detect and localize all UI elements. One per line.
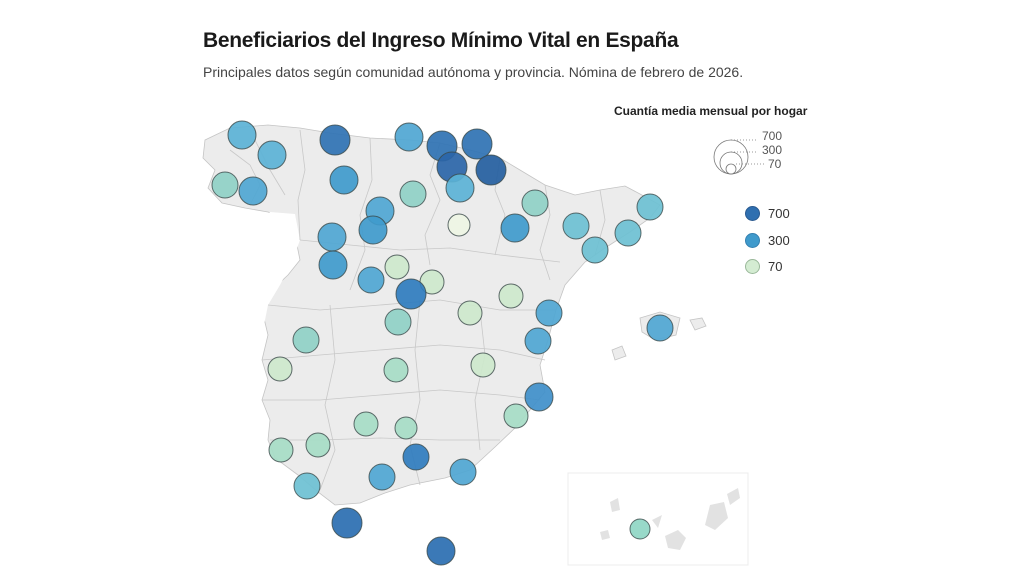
canary-islands-inset — [567, 472, 749, 566]
bubble[interactable] — [503, 403, 529, 429]
bubble[interactable] — [357, 266, 385, 294]
bubble[interactable] — [402, 443, 430, 471]
color-legend-label: 700 — [768, 206, 790, 221]
bubbles-layer — [211, 120, 674, 566]
color-legend-item-300: 300 — [745, 233, 790, 248]
page-subtitle: Principales datos según comunidad autóno… — [203, 64, 744, 80]
bubble[interactable] — [524, 382, 554, 412]
land-shapes — [202, 124, 707, 506]
bubble[interactable] — [331, 507, 363, 539]
bubble[interactable] — [447, 213, 471, 237]
bubble[interactable] — [614, 219, 642, 247]
legend-dot-icon — [745, 259, 760, 274]
size-legend-label-300: 300 — [762, 143, 783, 157]
bubble[interactable] — [457, 300, 483, 326]
bubble[interactable] — [211, 171, 239, 199]
bubble[interactable] — [257, 140, 287, 170]
page-title: Beneficiarios del Ingreso Mínimo Vital e… — [203, 29, 679, 52]
bubble[interactable] — [268, 437, 294, 463]
bubble[interactable] — [426, 536, 456, 566]
bubble[interactable] — [394, 416, 418, 440]
bubble[interactable] — [461, 128, 493, 160]
bubble[interactable] — [521, 189, 549, 217]
bubble[interactable] — [317, 222, 347, 252]
size-legend-label-70: 70 — [768, 157, 782, 171]
bubble[interactable] — [629, 518, 651, 540]
bubble[interactable] — [353, 411, 379, 437]
bubble[interactable] — [267, 356, 293, 382]
bubble[interactable] — [305, 432, 331, 458]
bubble[interactable] — [394, 122, 424, 152]
bubble[interactable] — [292, 326, 320, 354]
bubble[interactable] — [581, 236, 609, 264]
bubble[interactable] — [636, 193, 664, 221]
bubble[interactable] — [238, 176, 268, 206]
bubble[interactable] — [368, 463, 396, 491]
size-legend — [713, 139, 764, 175]
bubble[interactable] — [498, 283, 524, 309]
bubble[interactable] — [227, 120, 257, 150]
color-legend-label: 300 — [768, 233, 790, 248]
bubble[interactable] — [562, 212, 590, 240]
bubble[interactable] — [384, 254, 410, 280]
legend-dot-icon — [745, 233, 760, 248]
bubble[interactable] — [475, 154, 507, 186]
bubble[interactable] — [293, 472, 321, 500]
color-legend-item-70: 70 — [745, 259, 782, 274]
bubble[interactable] — [395, 278, 427, 310]
legend-title: Cuantía media mensual por hogar — [614, 104, 808, 118]
color-legend-item-700: 700 — [745, 206, 790, 221]
bubble[interactable] — [329, 165, 359, 195]
size-legend-label-700: 700 — [762, 129, 783, 143]
bubble[interactable] — [383, 357, 409, 383]
bubble[interactable] — [470, 352, 496, 378]
bubble[interactable] — [524, 327, 552, 355]
bubble[interactable] — [384, 308, 412, 336]
bubble[interactable] — [646, 314, 674, 342]
bubble[interactable] — [449, 458, 477, 486]
legend-dot-icon — [745, 206, 760, 221]
bubble[interactable] — [535, 299, 563, 327]
color-legend-label: 70 — [768, 259, 783, 274]
bubble[interactable] — [500, 213, 530, 243]
bubble[interactable] — [445, 173, 475, 203]
bubble[interactable] — [318, 250, 348, 280]
bubble[interactable] — [358, 215, 388, 245]
bubble[interactable] — [399, 180, 427, 208]
bubble[interactable] — [319, 124, 351, 156]
